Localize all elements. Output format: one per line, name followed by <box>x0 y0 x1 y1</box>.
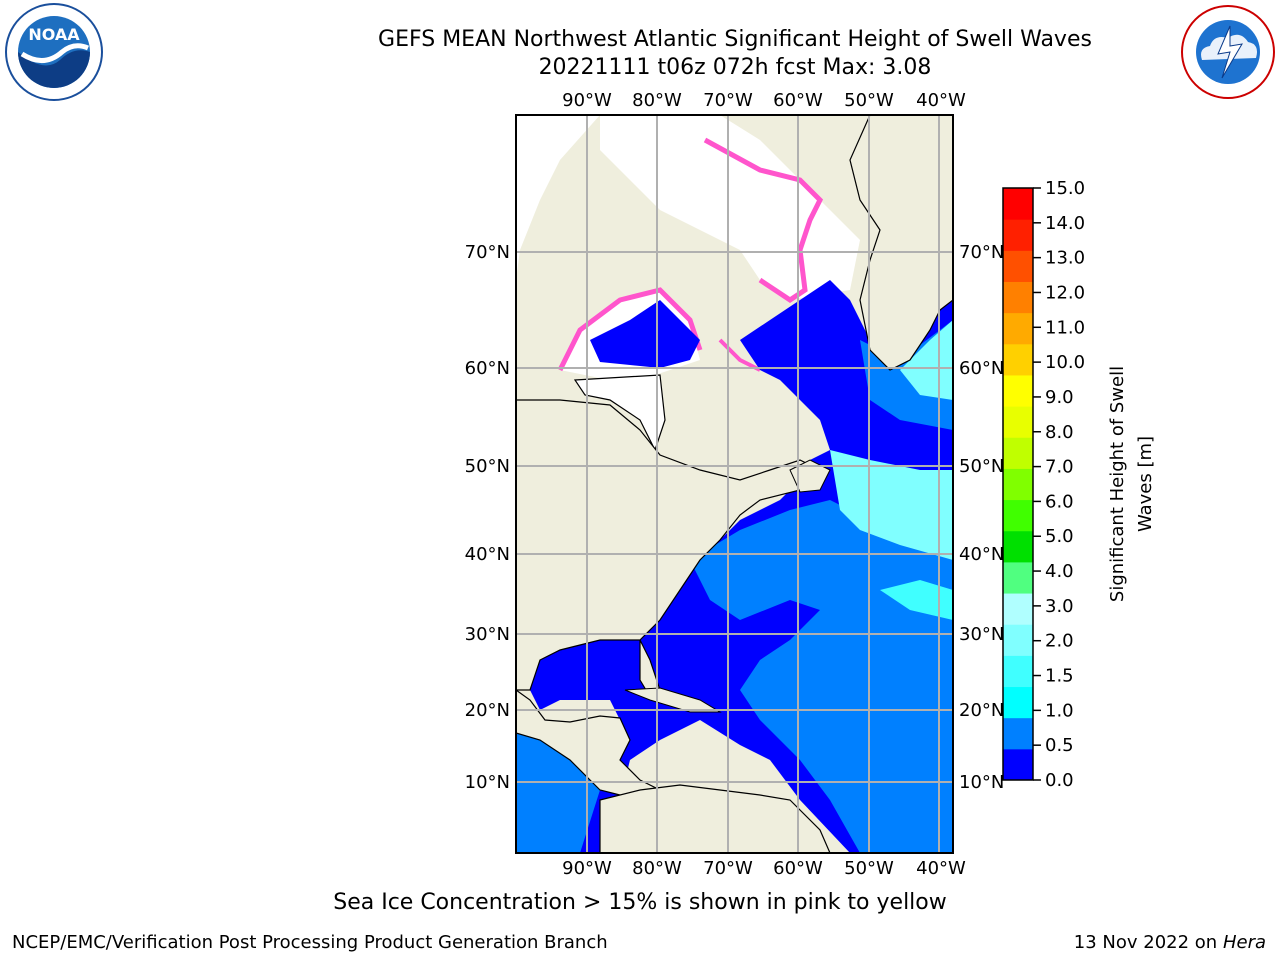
lat-label-left: 10°N <box>465 772 510 793</box>
colorbar-tick-label: 1.0 <box>1045 700 1074 721</box>
colorbar-segment <box>1003 188 1033 220</box>
colorbar-segment <box>1003 655 1033 688</box>
lon-label-top: 50°W <box>844 90 894 111</box>
lon-label-bottom: 70°W <box>703 858 753 879</box>
colorbar-tick-label: 5.0 <box>1045 526 1074 547</box>
colorbar-segment <box>1003 250 1033 282</box>
footer-host: Hera <box>1222 932 1266 953</box>
ice-edge <box>703 137 824 304</box>
colorbar-segment <box>1003 717 1033 750</box>
colorbar-tick-label: 8.0 <box>1045 422 1074 443</box>
swell-band-high <box>830 450 953 560</box>
lat-label-right: 30°N <box>959 624 1004 645</box>
colorbar-tick-label: 6.0 <box>1045 491 1074 512</box>
map-title: GEFS MEAN Northwest Atlantic Significant… <box>378 27 1092 52</box>
lat-label-left: 70°N <box>465 242 510 263</box>
colorbar-label-line1: Significant Height of Swell <box>1107 366 1128 602</box>
lat-label-left: 30°N <box>465 624 510 645</box>
colorbar-segment <box>1003 406 1033 438</box>
lon-label-top: 60°W <box>773 90 823 111</box>
colorbar-segment <box>1003 312 1033 345</box>
lon-label-bottom: 80°W <box>632 858 682 879</box>
colorbar-segment <box>1003 686 1033 719</box>
lon-label-bottom: 50°W <box>844 858 894 879</box>
lat-label-right: 70°N <box>959 242 1004 263</box>
sea-ice-note: Sea Ice Concentration > 15% is shown in … <box>333 890 947 915</box>
lat-label-left: 60°N <box>465 358 510 379</box>
lat-label-right: 60°N <box>959 358 1004 379</box>
colorbar-tick-label: 2.0 <box>1045 631 1074 652</box>
north-america <box>516 115 600 280</box>
colorbar-frame <box>1002 187 1034 781</box>
hudson-bay <box>590 300 700 368</box>
colorbar-tick-label: 12.0 <box>1045 282 1085 303</box>
colorbar-segment <box>1003 748 1033 781</box>
colorbar-tick-label: 10.0 <box>1045 352 1085 373</box>
colorbar-tick-label: 13.0 <box>1045 248 1085 269</box>
footer-producer: NCEP/EMC/Verification Post Processing Pr… <box>12 932 608 953</box>
colorbar-segment <box>1003 530 1033 563</box>
lon-label-top: 70°W <box>703 90 753 111</box>
colorbar-segment <box>1003 281 1033 314</box>
colorbar: 0.0 0.5 1.0 1.5 2.0 3.0 4.0 5.0 6.0 7.0 8.0 9.0 10.0… <box>1003 178 1085 791</box>
footer-date: 13 Nov 2022 on Hera <box>1073 932 1266 953</box>
lat-label-left: 50°N <box>465 456 510 477</box>
colorbar-segment <box>1003 561 1033 594</box>
colorbar-tick-label: 9.0 <box>1045 387 1074 408</box>
colorbar-tick-label: 7.0 <box>1045 457 1074 478</box>
lat-label-right: 10°N <box>959 772 1004 793</box>
lat-label-right: 50°N <box>959 456 1004 477</box>
lat-label-left: 40°N <box>465 544 510 565</box>
colorbar-segment <box>1003 219 1033 251</box>
lon-label-bottom: 90°W <box>562 858 612 879</box>
colorbar-segment <box>1003 468 1033 501</box>
colorbar-label-line2: Waves [m] <box>1135 436 1156 532</box>
colorbar-tick-label: 15.0 <box>1045 178 1085 199</box>
lon-label-bottom: 60°W <box>773 858 823 879</box>
colorbar-segment <box>1003 374 1033 407</box>
lat-label-left: 20°N <box>465 700 510 721</box>
colorbar-tick-label: 3.0 <box>1045 596 1074 617</box>
colorbar-segment <box>1003 593 1033 625</box>
lon-label-bottom: 40°W <box>916 858 966 879</box>
lon-label-top: 40°W <box>916 90 966 111</box>
colorbar-tick-label: 14.0 <box>1045 213 1085 234</box>
colorbar-segment <box>1003 499 1033 532</box>
noaa-logo-text: NOAA <box>28 25 80 44</box>
colorbar-tick-label: 1.5 <box>1045 666 1074 687</box>
colorbar-tick-label: 11.0 <box>1045 317 1085 338</box>
graticule <box>516 115 953 853</box>
forecast-subtitle: 20221111 t06z 072h fcst Max: 3.08 <box>538 55 932 80</box>
colorbar-segment <box>1003 624 1033 656</box>
arctic-ice <box>600 115 860 300</box>
nws-logo <box>1181 5 1275 99</box>
colorbar-segment <box>1003 437 1033 469</box>
colorbar-tick-label: 0.0 <box>1045 770 1074 791</box>
lon-label-top: 90°W <box>562 90 612 111</box>
colorbar-tick-label: 4.0 <box>1045 561 1074 582</box>
lat-label-right: 40°N <box>959 544 1004 565</box>
lon-label-top: 80°W <box>632 90 682 111</box>
map-frame <box>515 114 954 854</box>
colorbar-tick-label: 0.5 <box>1045 735 1074 756</box>
map-area <box>516 115 953 853</box>
colorbar-segment <box>1003 343 1033 376</box>
lat-label-right: 20°N <box>959 700 1004 721</box>
noaa-logo: NOAA <box>5 3 103 101</box>
